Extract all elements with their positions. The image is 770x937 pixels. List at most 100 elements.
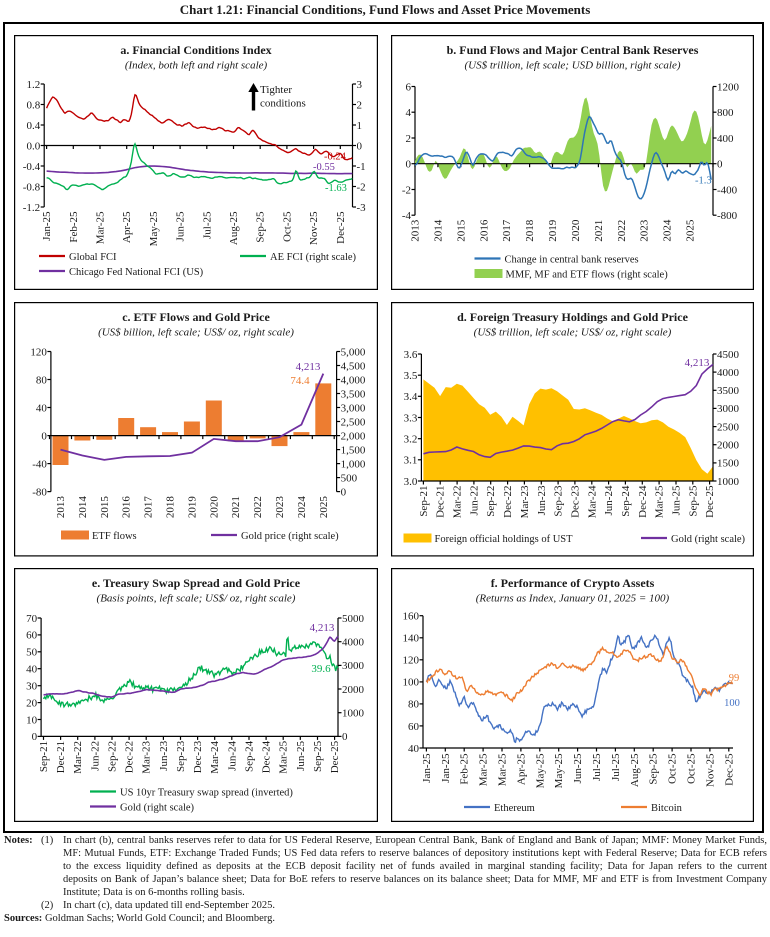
svg-text:Dec-23: Dec-23: [192, 740, 204, 773]
svg-text:0: 0: [41, 430, 47, 442]
svg-text:2021: 2021: [230, 496, 242, 518]
svg-text:Sep-22: Sep-22: [106, 741, 118, 772]
svg-text:80: 80: [36, 374, 48, 386]
svg-text:0: 0: [406, 158, 412, 170]
svg-text:Sep-23: Sep-23: [553, 485, 565, 517]
svg-text:3.5: 3.5: [404, 370, 418, 382]
svg-text:1500: 1500: [717, 458, 740, 470]
svg-text:70: 70: [26, 613, 38, 625]
svg-text:d. Foreign Treasury Holdings a: d. Foreign Treasury Holdings and Gold Pr…: [457, 310, 688, 324]
svg-text:Sep-24: Sep-24: [620, 485, 632, 517]
svg-text:4,500: 4,500: [341, 360, 366, 372]
svg-text:2019: 2019: [547, 219, 559, 242]
svg-text:Jan-25: Jan-25: [440, 753, 452, 783]
svg-text:0.8: 0.8: [26, 99, 40, 111]
svg-text:Oct-25: Oct-25: [667, 753, 679, 784]
svg-text:1: 1: [357, 119, 363, 131]
svg-text:4500: 4500: [717, 349, 740, 361]
svg-text:3000: 3000: [342, 660, 365, 672]
svg-text:3.3: 3.3: [404, 412, 418, 424]
svg-text:40: 40: [408, 743, 420, 755]
svg-text:120: 120: [403, 655, 420, 667]
svg-text:74.4: 74.4: [290, 375, 310, 387]
svg-text:0: 0: [357, 140, 363, 152]
svg-text:2013: 2013: [55, 496, 67, 518]
svg-text:(US$ billion, left scale; US$/: (US$ billion, left scale; US$/ oz, right…: [98, 327, 294, 339]
svg-text:Feb-25: Feb-25: [68, 211, 80, 243]
svg-text:2023: 2023: [274, 496, 286, 518]
svg-text:May-25: May-25: [534, 753, 546, 788]
svg-text:Sep-25: Sep-25: [687, 485, 699, 517]
svg-text:Mar-25: Mar-25: [278, 740, 290, 773]
svg-text:Jan-25: Jan-25: [421, 753, 433, 783]
svg-text:Apr-25: Apr-25: [121, 211, 133, 243]
svg-text:Dec-25: Dec-25: [329, 740, 341, 773]
svg-text:Sep-21: Sep-21: [418, 486, 430, 517]
svg-text:Jun-23: Jun-23: [158, 740, 170, 770]
svg-text:2013: 2013: [410, 219, 422, 242]
svg-text:Jun-25: Jun-25: [572, 753, 584, 783]
svg-text:2: 2: [357, 99, 363, 111]
svg-text:99: 99: [729, 673, 740, 684]
svg-text:Dec-25: Dec-25: [335, 211, 347, 244]
svg-text:(US$ trillion, left scale; USD: (US$ trillion, left scale; USD billion, …: [464, 59, 680, 71]
svg-text:4,213: 4,213: [296, 361, 321, 373]
svg-text:ETF flows: ETF flows: [92, 531, 137, 542]
svg-text:2020: 2020: [208, 496, 220, 518]
svg-text:60: 60: [408, 721, 420, 733]
svg-text:6: 6: [406, 81, 412, 93]
svg-text:Mar-25: Mar-25: [95, 211, 107, 244]
svg-text:Mar-22: Mar-22: [452, 485, 464, 518]
svg-text:Apr-25: Apr-25: [515, 753, 527, 785]
svg-text:Sep-25: Sep-25: [312, 740, 324, 772]
svg-text:Chicago Fed National FCI (US): Chicago Fed National FCI (US): [69, 267, 204, 278]
svg-text:4000: 4000: [342, 637, 365, 649]
svg-text:-1.63: -1.63: [325, 183, 347, 194]
svg-text:Jun-24: Jun-24: [226, 740, 238, 770]
svg-text:500: 500: [341, 472, 358, 484]
svg-text:Sep-25: Sep-25: [648, 753, 660, 785]
svg-text:120: 120: [30, 346, 47, 358]
svg-text:2022: 2022: [252, 496, 264, 518]
svg-text:Tighter: Tighter: [260, 84, 292, 96]
svg-text:3.2: 3.2: [404, 434, 418, 446]
svg-text:US 10yr Treasury swap spread (: US 10yr Treasury swap spread (inverted): [120, 788, 293, 799]
svg-text:5000: 5000: [342, 613, 365, 625]
svg-text:0: 0: [717, 158, 723, 170]
svg-text:2025: 2025: [685, 219, 697, 242]
svg-text:0: 0: [342, 731, 348, 743]
svg-text:Global FCI: Global FCI: [69, 252, 117, 263]
svg-text:2016: 2016: [478, 219, 490, 242]
svg-text:e. Treasury Swap Spread and Go: e. Treasury Swap Spread and Gold Price: [92, 576, 301, 590]
svg-text:2: 2: [406, 132, 412, 144]
svg-text:4,213: 4,213: [310, 622, 335, 634]
svg-text:Mar-24: Mar-24: [209, 740, 221, 773]
svg-text:3.1: 3.1: [404, 455, 418, 467]
svg-text:5,000: 5,000: [341, 346, 366, 358]
svg-text:Jun-25: Jun-25: [295, 740, 307, 770]
svg-text:Dec-23: Dec-23: [569, 485, 581, 518]
svg-text:Dec-24: Dec-24: [261, 740, 273, 773]
svg-text:0.0: 0.0: [26, 140, 40, 152]
svg-text:80: 80: [408, 699, 420, 711]
svg-text:2,500: 2,500: [341, 416, 366, 428]
svg-text:-0.55: -0.55: [313, 162, 335, 173]
svg-text:2024: 2024: [662, 219, 674, 242]
svg-text:60: 60: [26, 630, 38, 642]
svg-text:Jul-25: Jul-25: [591, 753, 603, 781]
svg-text:2015: 2015: [455, 219, 467, 242]
svg-text:3000: 3000: [717, 403, 740, 415]
svg-text:Sep-23: Sep-23: [175, 740, 187, 772]
svg-text:-2: -2: [402, 184, 411, 196]
svg-text:Jun-25: Jun-25: [670, 485, 682, 515]
svg-text:20: 20: [26, 697, 38, 709]
svg-text:-0.24: -0.24: [324, 151, 347, 162]
svg-text:f. Performance of Crypto Asset: f. Performance of Crypto Assets: [491, 576, 655, 590]
svg-text:2000: 2000: [342, 684, 365, 696]
svg-text:(Returns as Index, January 01,: (Returns as Index, January 01, 2025 = 10…: [476, 593, 670, 605]
svg-text:Jun-22: Jun-22: [468, 486, 480, 516]
svg-text:MMF, MF and ETF flows (right s: MMF, MF and ETF flows (right scale): [506, 269, 669, 280]
svg-text:Jan-25: Jan-25: [41, 211, 53, 241]
svg-text:40: 40: [26, 664, 38, 676]
svg-text:Dec-21: Dec-21: [55, 741, 67, 773]
